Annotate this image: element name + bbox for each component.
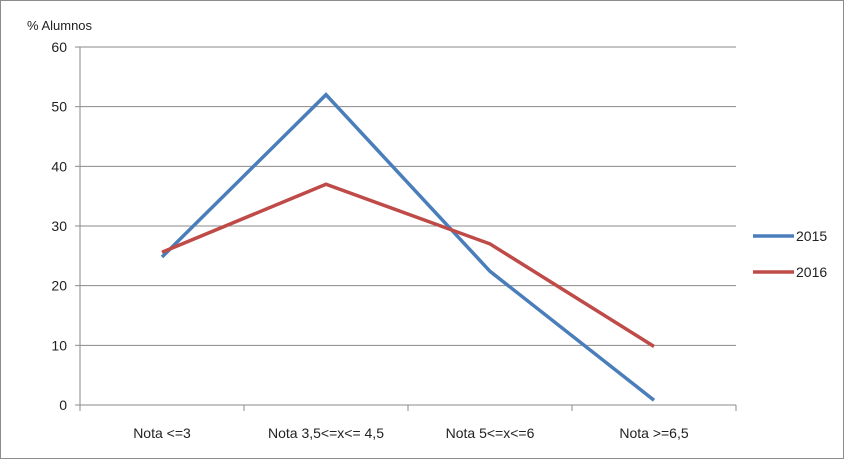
- x-tick-label: Nota >=6,5: [619, 425, 688, 441]
- y-tick-label: 30: [51, 218, 67, 234]
- y-tick-label: 10: [51, 337, 67, 353]
- legend: 2015 2016: [753, 228, 827, 280]
- legend-label: 2016: [796, 264, 827, 280]
- x-tick-label: Nota 3,5<=x<= 4,5: [268, 425, 384, 441]
- legend-label: 2015: [796, 228, 827, 244]
- x-tick-label: Nota 5<=x<=6: [446, 425, 535, 441]
- series-line-2016: [161, 182, 655, 348]
- y-axis-ticks: 0 10 20 30 40 50 60: [51, 39, 81, 413]
- series-lines: [160, 92, 656, 402]
- y-tick-label: 40: [51, 158, 67, 174]
- x-tick-label: Nota <=3: [133, 425, 191, 441]
- y-tick-label: 50: [51, 99, 67, 115]
- series-line-2015: [160, 92, 656, 402]
- x-axis: Nota <=3 Nota 3,5<=x<= 4,5 Nota 5<=x<=6 Not…: [79, 404, 737, 441]
- y-tick-label: 60: [51, 39, 67, 55]
- y-axis-title: % Alumnos: [27, 18, 93, 33]
- grid-lines: [80, 46, 736, 346]
- y-tick-label: 0: [59, 397, 67, 413]
- y-tick-label: 20: [51, 278, 67, 294]
